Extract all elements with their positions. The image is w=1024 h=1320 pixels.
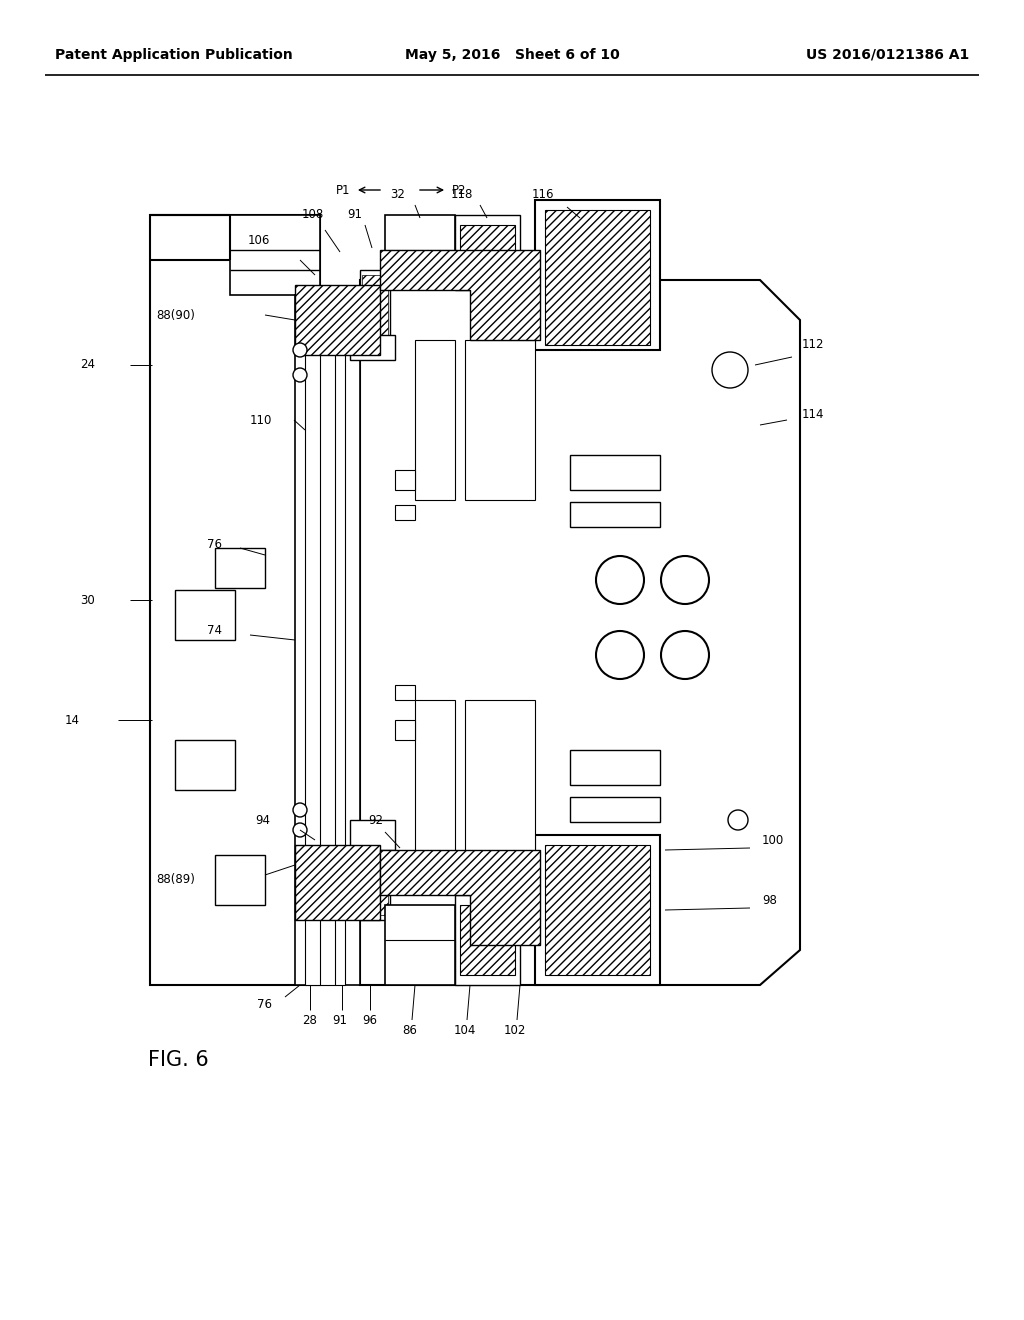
Text: 88(90): 88(90) xyxy=(156,309,195,322)
Bar xyxy=(395,719,415,741)
Polygon shape xyxy=(362,275,388,335)
Bar xyxy=(360,845,390,920)
Bar xyxy=(415,341,455,500)
Text: P1: P1 xyxy=(336,183,350,197)
Circle shape xyxy=(596,631,644,678)
Bar xyxy=(385,906,455,985)
Text: 24: 24 xyxy=(80,359,95,371)
Bar xyxy=(395,685,415,700)
Text: 98: 98 xyxy=(762,894,777,907)
Text: 110: 110 xyxy=(250,413,272,426)
Text: 76: 76 xyxy=(257,998,272,1011)
Text: 86: 86 xyxy=(402,1023,418,1036)
Bar xyxy=(175,590,234,640)
Text: 106: 106 xyxy=(248,234,270,247)
Circle shape xyxy=(293,803,307,817)
Text: 94: 94 xyxy=(255,813,270,826)
Bar xyxy=(350,335,395,360)
Polygon shape xyxy=(460,906,515,975)
Polygon shape xyxy=(460,224,515,275)
Bar xyxy=(295,294,360,985)
Bar xyxy=(350,820,395,850)
Bar xyxy=(385,215,455,280)
Bar xyxy=(570,750,660,785)
Circle shape xyxy=(596,556,644,605)
Bar xyxy=(150,215,319,985)
Text: P2: P2 xyxy=(452,183,467,197)
Bar xyxy=(570,797,660,822)
Bar xyxy=(360,271,390,341)
Bar xyxy=(415,940,455,985)
Bar xyxy=(535,201,660,350)
Bar xyxy=(465,700,535,855)
Bar xyxy=(395,506,415,520)
Bar xyxy=(535,836,660,985)
Polygon shape xyxy=(295,285,380,355)
Circle shape xyxy=(662,556,709,605)
Text: 76: 76 xyxy=(207,539,222,552)
Text: 74: 74 xyxy=(207,623,222,636)
Text: 96: 96 xyxy=(362,1014,378,1027)
Text: 102: 102 xyxy=(504,1023,526,1036)
Circle shape xyxy=(293,822,307,837)
Bar xyxy=(215,855,265,906)
Text: 116: 116 xyxy=(531,189,554,202)
Text: 114: 114 xyxy=(802,408,824,421)
Polygon shape xyxy=(380,850,540,945)
Bar xyxy=(215,548,265,587)
Text: 118: 118 xyxy=(451,189,473,202)
Text: 32: 32 xyxy=(390,189,406,202)
Polygon shape xyxy=(545,845,650,975)
Text: FIG. 6: FIG. 6 xyxy=(148,1049,209,1071)
Text: 112: 112 xyxy=(802,338,824,351)
Text: 91: 91 xyxy=(333,1014,347,1027)
Text: 108: 108 xyxy=(302,209,325,222)
Circle shape xyxy=(662,631,709,678)
Bar xyxy=(570,502,660,527)
Bar xyxy=(395,470,415,490)
Bar xyxy=(175,741,234,789)
Bar xyxy=(415,700,455,855)
Bar xyxy=(230,215,319,294)
Polygon shape xyxy=(545,210,650,345)
Text: Patent Application Publication: Patent Application Publication xyxy=(55,48,293,62)
Bar xyxy=(455,895,520,985)
Polygon shape xyxy=(295,845,380,920)
Bar xyxy=(465,341,535,500)
Polygon shape xyxy=(360,280,800,985)
Text: US 2016/0121386 A1: US 2016/0121386 A1 xyxy=(806,48,969,62)
Polygon shape xyxy=(380,249,540,341)
Text: May 5, 2016   Sheet 6 of 10: May 5, 2016 Sheet 6 of 10 xyxy=(404,48,620,62)
Circle shape xyxy=(728,810,748,830)
Text: 104: 104 xyxy=(454,1023,476,1036)
Text: 91: 91 xyxy=(347,209,362,222)
Polygon shape xyxy=(362,850,388,915)
Circle shape xyxy=(712,352,748,388)
Text: 88(89): 88(89) xyxy=(156,874,195,887)
Text: 100: 100 xyxy=(762,833,784,846)
Text: 14: 14 xyxy=(65,714,80,726)
Bar xyxy=(305,294,345,985)
Text: 30: 30 xyxy=(80,594,95,606)
Bar xyxy=(570,455,660,490)
Circle shape xyxy=(293,368,307,381)
Circle shape xyxy=(293,343,307,356)
Text: 92: 92 xyxy=(368,813,383,826)
Bar xyxy=(455,215,520,290)
Text: 28: 28 xyxy=(302,1014,317,1027)
